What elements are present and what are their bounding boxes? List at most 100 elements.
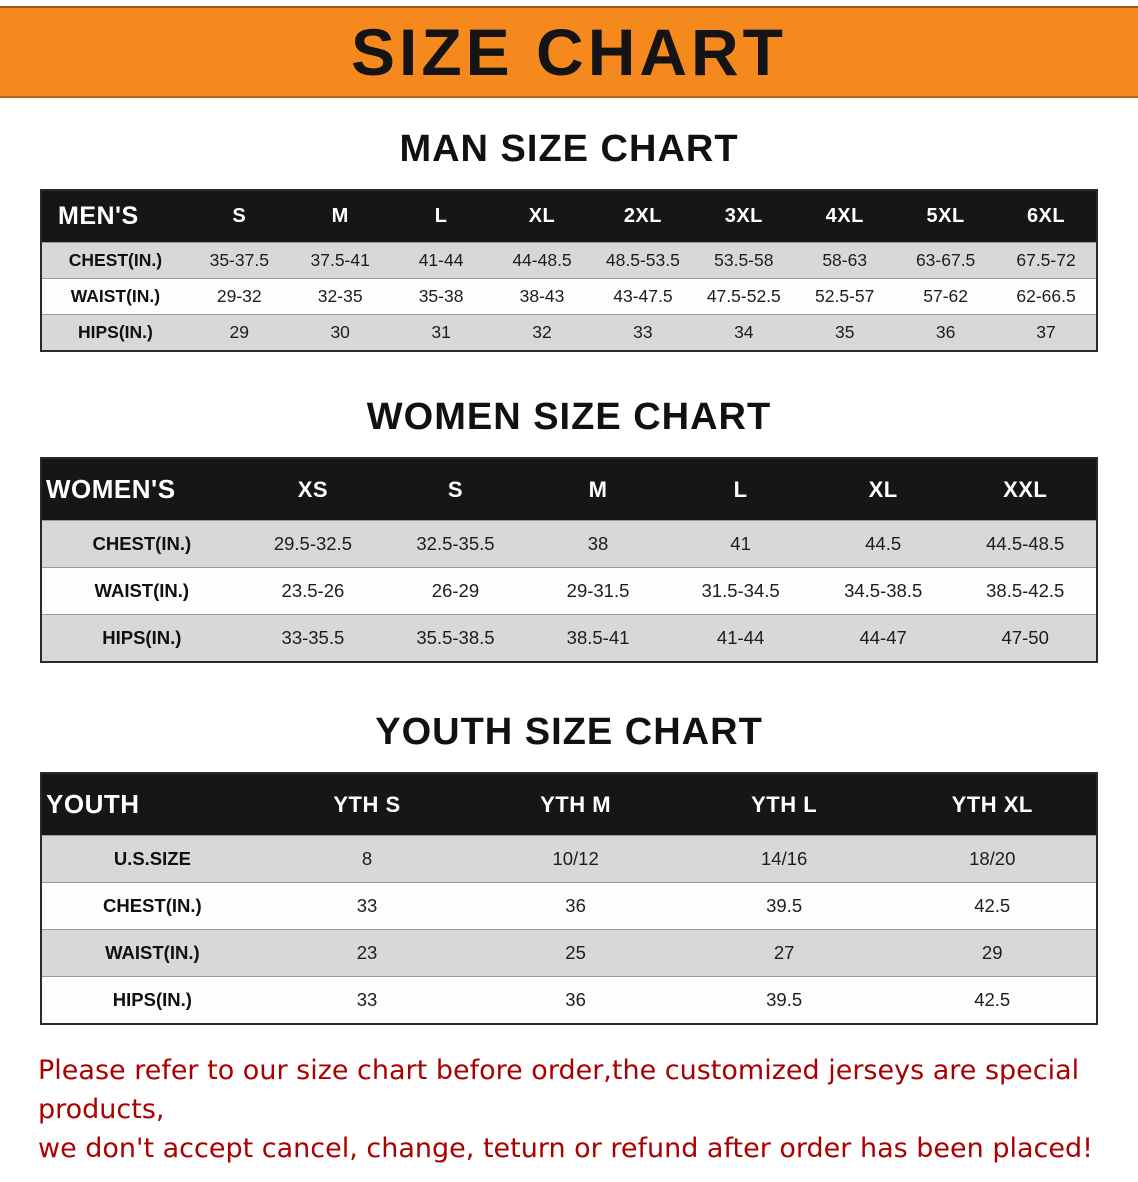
size-header-cell: YTH M [471, 773, 680, 836]
measurement-value-cell: 44-47 [811, 614, 955, 662]
measurement-value-cell: 18/20 [888, 835, 1097, 883]
measurement-value-cell: 31.5-34.5 [669, 567, 812, 615]
measurement-value-cell: 29 [188, 314, 290, 351]
measurement-value-cell: 42.5 [888, 882, 1097, 930]
size-header-cell: 6XL [996, 190, 1097, 243]
measurement-value-cell: 42.5 [888, 976, 1097, 1024]
measurement-label-cell: HIPS(IN.) [41, 976, 263, 1024]
size-header-cell: XS [241, 458, 385, 521]
men-size-table-wrap: MEN'S S M L XL 2XL 3XL 4XL 5XL 6XL CHEST(IN.) 35-37… [40, 189, 1098, 352]
table-header-row: MEN'S S M L XL 2XL 3XL 4XL 5XL 6XL [41, 190, 1097, 243]
measurement-value-cell: 62-66.5 [996, 278, 1097, 315]
measurement-value-cell: 32.5-35.5 [384, 520, 527, 568]
measurement-value-cell: 53.5-58 [693, 242, 795, 279]
measurement-value-cell: 29 [888, 929, 1097, 977]
women-size-table-wrap: WOMEN'S XS S M L XL XXL CHEST(IN.) 29.5-32.5 32.5… [40, 457, 1098, 663]
measurement-label-cell: WAIST(IN.) [41, 567, 242, 615]
disclaimer-line-2: we don't accept cancel, change, teturn o… [38, 1133, 1093, 1165]
size-header-cell: YTH L [679, 773, 889, 836]
table-title-cell: YOUTH [41, 773, 263, 836]
measurement-value-cell: 26-29 [384, 567, 527, 615]
measurement-value-cell: 33 [262, 976, 472, 1024]
measurement-value-cell: 44.5-48.5 [954, 520, 1097, 568]
table-title-cell: WOMEN'S [41, 458, 242, 521]
table-title-cell: MEN'S [41, 190, 189, 243]
measurement-value-cell: 47-50 [954, 614, 1097, 662]
size-table: YOUTH YTH S YTH M YTH L YTH XL U.S.SIZE 8 10/12… [40, 772, 1098, 1025]
table-row: CHEST(IN.) 35-37.5 37.5-41 41-44 44-48.5 48.5… [41, 242, 1097, 279]
table-row: WAIST(IN.) 23 25 27 29 [41, 929, 1097, 977]
measurement-value-cell: 43-47.5 [592, 278, 694, 315]
measurement-value-cell: 58-63 [794, 242, 896, 279]
measurement-value-cell: 35-38 [390, 278, 492, 315]
measurement-value-cell: 32-35 [289, 278, 391, 315]
measurement-value-cell: 30 [289, 314, 391, 351]
size-header-cell: 3XL [693, 190, 795, 243]
size-header-cell: XXL [954, 458, 1097, 521]
measurement-value-cell: 57-62 [895, 278, 997, 315]
table-row: HIPS(IN.) 33-35.5 35.5-38.5 38.5-41 41-44 44-… [41, 614, 1097, 662]
measurement-value-cell: 52.5-57 [794, 278, 896, 315]
size-header-cell: L [669, 458, 812, 521]
measurement-value-cell: 38-43 [491, 278, 593, 315]
youth-size-section: YOUTH SIZE CHART YOUTH YTH S YTH M YTH L YTH… [0, 711, 1138, 1025]
women-section-heading: WOMEN SIZE CHART [366, 396, 772, 438]
table-row: WAIST(IN.) 23.5-26 26-29 29-31.5 31.5-34.5 34… [41, 567, 1097, 615]
size-header-cell: 5XL [895, 190, 997, 243]
disclaimer: Please refer to our size chart before or… [38, 1051, 1100, 1168]
measurement-label-cell: HIPS(IN.) [41, 614, 242, 662]
youth-size-table-wrap: YOUTH YTH S YTH M YTH L YTH XL U.S.SIZE 8 10/12… [40, 772, 1098, 1025]
measurement-value-cell: 29-31.5 [526, 567, 670, 615]
measurement-value-cell: 41-44 [390, 242, 492, 279]
women-size-section: WOMEN SIZE CHART WOMEN'S XS S M L XL XXL CHEST(… [0, 396, 1138, 663]
men-size-section: MAN SIZE CHART MEN'S S M L XL 2XL 3XL 4XL 5XL 6XL… [0, 128, 1138, 352]
measurement-value-cell: 36 [471, 882, 680, 930]
measurement-value-cell: 10/12 [471, 835, 680, 883]
measurement-value-cell: 48.5-53.5 [592, 242, 694, 279]
size-header-cell: XL [811, 458, 955, 521]
measurement-value-cell: 31 [390, 314, 492, 351]
measurement-value-cell: 36 [471, 976, 680, 1024]
measurement-value-cell: 35.5-38.5 [384, 614, 527, 662]
measurement-value-cell: 33 [592, 314, 694, 351]
table-header-row: WOMEN'S XS S M L XL XXL [41, 458, 1097, 521]
youth-section-heading: YOUTH SIZE CHART [375, 711, 763, 753]
measurement-value-cell: 23.5-26 [241, 567, 385, 615]
table-row: CHEST(IN.) 29.5-32.5 32.5-35.5 38 41 44.5 44.5… [41, 520, 1097, 568]
size-header-cell: 4XL [794, 190, 896, 243]
size-header-cell: 2XL [592, 190, 694, 243]
measurement-value-cell: 44.5 [811, 520, 955, 568]
table-row: HIPS(IN.) 29 30 31 32 33 34 35 36 37 [41, 314, 1097, 351]
measurement-value-cell: 27 [679, 929, 889, 977]
measurement-value-cell: 32 [491, 314, 593, 351]
measurement-value-cell: 36 [895, 314, 997, 351]
measurement-label-cell: CHEST(IN.) [41, 242, 189, 279]
size-header-cell: M [526, 458, 670, 521]
measurement-value-cell: 29-32 [188, 278, 290, 315]
measurement-value-cell: 38.5-41 [526, 614, 670, 662]
measurement-label-cell: CHEST(IN.) [41, 882, 263, 930]
table-header-row: YOUTH YTH S YTH M YTH L YTH XL [41, 773, 1097, 836]
measurement-value-cell: 39.5 [679, 976, 889, 1024]
men-section-heading: MAN SIZE CHART [399, 128, 739, 170]
measurement-value-cell: 23 [262, 929, 472, 977]
page-title: SIZE CHART [351, 15, 787, 89]
measurement-label-cell: WAIST(IN.) [41, 929, 263, 977]
table-row: CHEST(IN.) 33 36 39.5 42.5 [41, 882, 1097, 930]
measurement-value-cell: 34 [693, 314, 795, 351]
measurement-value-cell: 25 [471, 929, 680, 977]
measurement-value-cell: 29.5-32.5 [241, 520, 385, 568]
table-row: U.S.SIZE 8 10/12 14/16 18/20 [41, 835, 1097, 883]
measurement-label-cell: U.S.SIZE [41, 835, 263, 883]
size-header-cell: YTH XL [888, 773, 1097, 836]
measurement-value-cell: 33-35.5 [241, 614, 385, 662]
measurement-value-cell: 35-37.5 [188, 242, 290, 279]
size-header-cell: XL [491, 190, 593, 243]
measurement-value-cell: 37 [996, 314, 1097, 351]
size-header-cell: L [390, 190, 492, 243]
measurement-label-cell: CHEST(IN.) [41, 520, 242, 568]
disclaimer-line-1: Please refer to our size chart before or… [38, 1055, 1080, 1126]
measurement-value-cell: 39.5 [679, 882, 889, 930]
measurement-label-cell: HIPS(IN.) [41, 314, 189, 351]
measurement-value-cell: 63-67.5 [895, 242, 997, 279]
